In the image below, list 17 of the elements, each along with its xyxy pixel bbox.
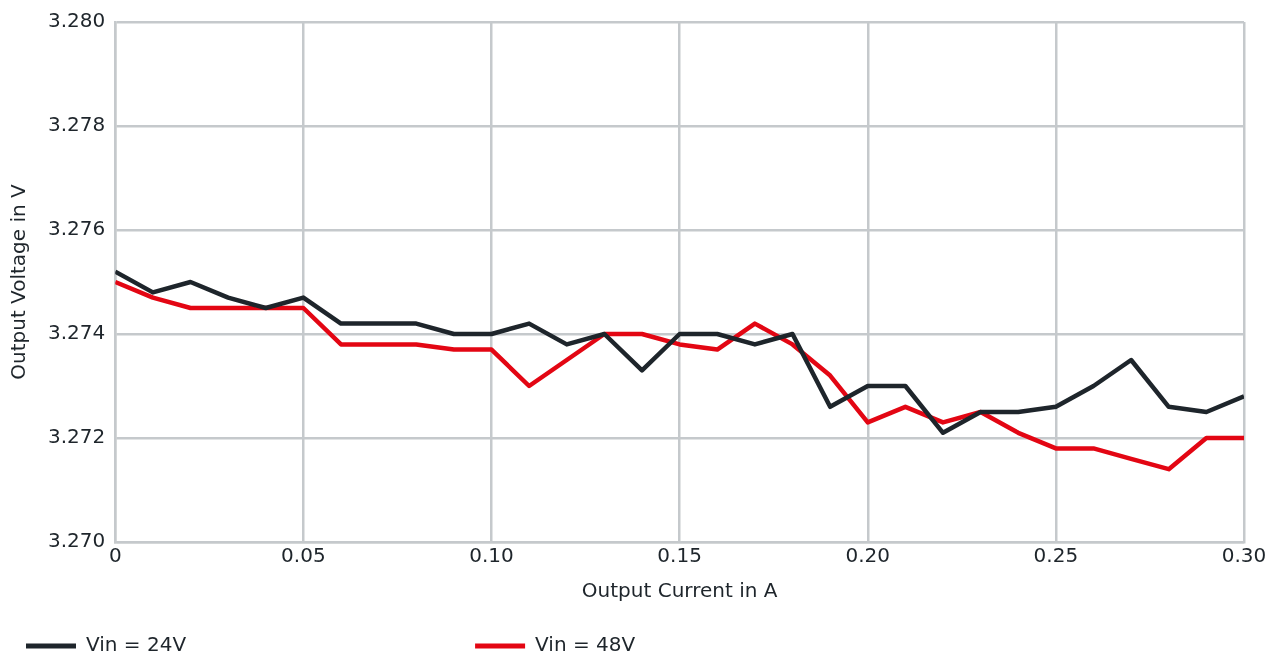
legend-label: Vin = 24V (86, 632, 454, 657)
x-tick-label: 0 (108, 543, 122, 568)
y-tick-label: 3.276 (47, 216, 106, 241)
y-tick-label: 3.274 (47, 320, 106, 345)
x-axis-title: Output Current in A (581, 578, 778, 603)
x-tick-label: 0.20 (845, 543, 891, 568)
x-tick-label: 0.30 (1221, 543, 1267, 568)
x-tick-label: 0.25 (1033, 543, 1079, 568)
y-axis-title: Output Voltage in V (6, 183, 31, 380)
legend-label: Vin = 48V (535, 632, 903, 657)
x-tick-label: 0.15 (657, 543, 702, 568)
y-tick-label: 3.278 (47, 112, 106, 137)
y-tick-label: 3.270 (47, 528, 106, 553)
y-tick-label: 3.280 (47, 8, 106, 33)
x-tick-label: 0.10 (469, 543, 514, 568)
x-tick-label: 0.05 (281, 543, 326, 568)
y-tick-label: 3.272 (47, 424, 106, 449)
